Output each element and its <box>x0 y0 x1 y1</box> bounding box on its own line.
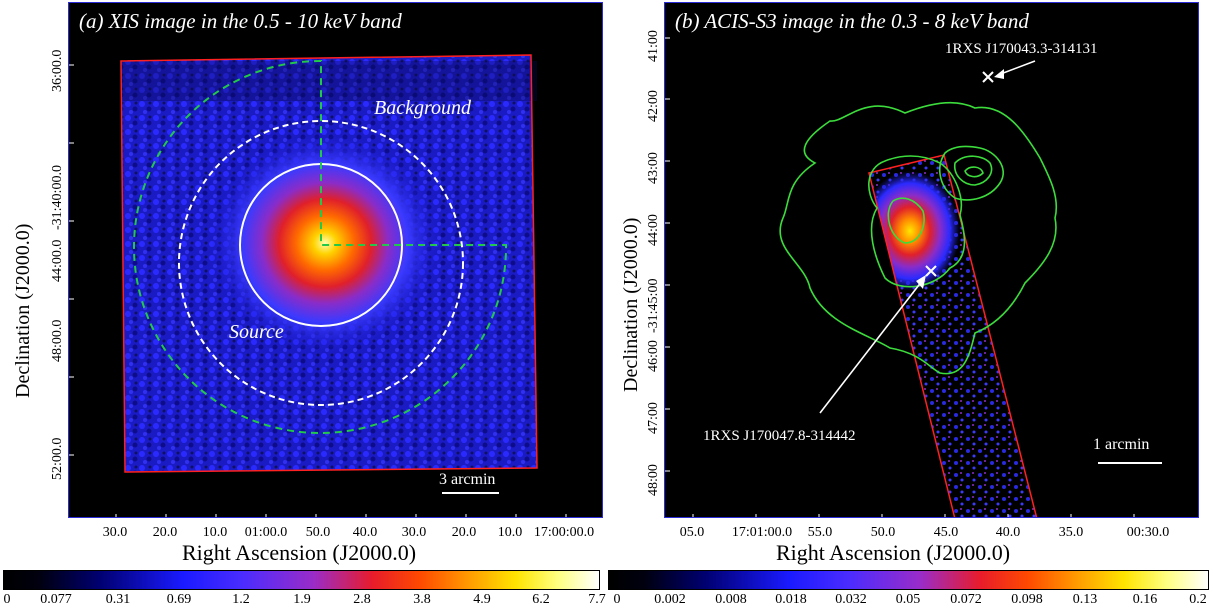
colorbar-a-tick: 0.077 <box>40 592 72 607</box>
panel-b-xtick: 45.0 <box>933 525 959 540</box>
colorbar-a-tick: 7.7 <box>588 592 606 607</box>
panel-a-xtick: 30.0 <box>102 525 128 540</box>
colorbar-a-tick: 2.8 <box>353 592 371 607</box>
panel-a-ytick: -31:40:00.0 <box>50 165 65 230</box>
panel-b-xtick: 17:01:00.0 <box>731 525 793 540</box>
colorbar-b-tick: 0.098 <box>1011 592 1043 607</box>
arrow-source-2 <box>819 280 923 414</box>
colorbar-b <box>608 570 1209 590</box>
background-region-circle <box>178 120 464 406</box>
colorbar-a-tick: 1.2 <box>232 592 250 607</box>
panel-b-xlabel: Right Ascension (J2000.0) <box>776 540 1011 565</box>
panel-b-ytick: 48:00 <box>646 464 661 496</box>
panel-b-xtick: 00:30.0 <box>1126 525 1170 540</box>
panel-b-ytick: 42:00 <box>646 90 661 122</box>
panel-a-xis-image: (a) XIS image in the 0.5 - 10 keV band B… <box>68 2 603 518</box>
background-label: Background <box>374 97 472 119</box>
colorbar-b-tick: 0.018 <box>775 592 807 607</box>
colorbar-b-tick: 0.13 <box>1072 592 1098 607</box>
panel-a-xlabel: Right Ascension (J2000.0) <box>182 540 417 565</box>
panel-a-xtick: 01:00.0 <box>244 525 288 540</box>
background-annulus-sector <box>133 59 508 434</box>
colorbar-b-tick: 0.008 <box>715 592 747 607</box>
source-1-label: 1RXS J170043.3-314131 <box>945 41 1098 57</box>
colorbar-b-tick: 0.16 <box>1132 592 1158 607</box>
panel-a-xtick: 30.0 <box>401 525 427 540</box>
colorbar-a-tick: 4.9 <box>473 592 491 607</box>
scale-label-a: 3 arcmin <box>439 471 496 488</box>
panel-b-xtick: 05.0 <box>679 525 705 540</box>
panel-a-xtick: 40.0 <box>352 525 378 540</box>
source-emission <box>210 133 440 353</box>
panel-b-ytick: 41:00 <box>646 30 661 62</box>
source-marker-2 <box>925 265 937 277</box>
colorbar-b-tick: 0 <box>613 592 621 607</box>
source-2-label: 1RXS J170047.8-314442 <box>703 428 856 444</box>
panel-b-ytick: 44:00 <box>646 214 661 246</box>
panel-a-ylabel: Declination (J2000.0) <box>12 223 34 398</box>
panel-b-xtick: 40.0 <box>995 525 1021 540</box>
colorbar-b-tick: 0.05 <box>895 592 921 607</box>
colorbar-a-tick: 6.2 <box>532 592 550 607</box>
panel-b-ylabel: Declination (J2000.0) <box>620 217 642 392</box>
panel-b-ytick: 46:00 <box>646 340 661 372</box>
panel-b-title: (b) ACIS-S3 image in the 0.3 - 8 keV ban… <box>675 9 1029 33</box>
colorbar-a-tick: 1.9 <box>293 592 311 607</box>
panel-b-ytick: -31:45:00 <box>646 278 661 333</box>
panel-a-ytick: 44:00.0 <box>50 239 65 282</box>
panel-a-title: (a) XIS image in the 0.5 - 10 keV band <box>79 9 402 33</box>
colorbar-b-tick: 0.032 <box>835 592 867 607</box>
panel-b-ytick: 43:00 <box>646 152 661 184</box>
panel-b-acis-image: (b) ACIS-S3 image in the 0.3 - 8 keV ban… <box>664 2 1199 518</box>
colorbar-a-tick: 3.8 <box>413 592 431 607</box>
panel-a-ytick: 36:00.0 <box>50 49 65 92</box>
panel-b-ytick: 47:00 <box>646 402 661 434</box>
scale-label-b: 1 arcmin <box>1093 436 1150 453</box>
colorbar-a <box>3 570 600 590</box>
panel-a-xtick: 17:00:00.0 <box>533 525 595 540</box>
panel-a-xtick: 10.0 <box>202 525 228 540</box>
xis-contours <box>779 101 1058 375</box>
source-marker-1 <box>982 71 994 83</box>
xis-fov-outline <box>120 54 538 473</box>
panel-a-xtick: 50.0 <box>305 525 331 540</box>
panel-b-xtick: 55.0 <box>807 525 833 540</box>
colorbar-a-tick: 0 <box>3 592 11 607</box>
panel-a-xtick: 20.0 <box>152 525 178 540</box>
colorbar-b-tick: 0.2 <box>1189 592 1207 607</box>
acis-fov-outline <box>868 154 1038 517</box>
colorbar-a-tick: 0.31 <box>105 592 131 607</box>
panel-b-xtick: 35.0 <box>1058 525 1084 540</box>
colorbar-b-tick: 0.072 <box>950 592 982 607</box>
panel-a-ytick: 48:00.0 <box>50 319 65 362</box>
panel-b-xtick: 50.0 <box>870 525 896 540</box>
panel-a-svg <box>69 54 567 517</box>
panel-a-xtick: 20.0 <box>451 525 477 540</box>
arrow-source-1 <box>997 60 1036 76</box>
panel-a-ytick: 52:00.0 <box>50 437 65 480</box>
source-label: Source <box>229 321 284 343</box>
panel-b-svg <box>665 37 1162 517</box>
colorbar-a-tick: 0.69 <box>166 592 192 607</box>
panel-a-xtick: 10.0 <box>497 525 523 540</box>
colorbar-b-tick: 0.002 <box>654 592 686 607</box>
